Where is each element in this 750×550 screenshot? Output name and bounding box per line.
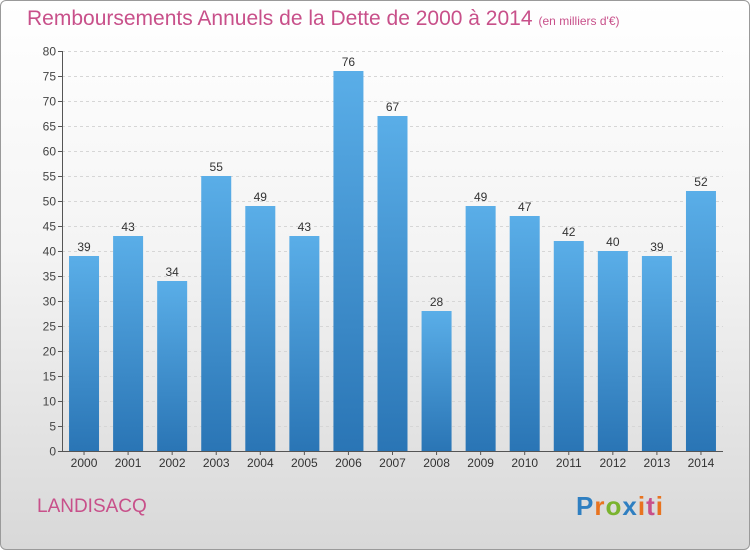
bar xyxy=(465,206,496,451)
logo-letter: i xyxy=(655,491,664,521)
bar xyxy=(685,191,716,451)
bar xyxy=(377,116,408,451)
bar xyxy=(113,236,144,451)
logo-letter: t xyxy=(646,491,656,521)
y-tick-label: 50 xyxy=(43,195,57,209)
x-tick-label: 2004 xyxy=(247,456,274,470)
y-tick-label: 5 xyxy=(49,420,56,434)
data-label: 47 xyxy=(518,200,532,214)
x-tick-label: 2005 xyxy=(291,456,318,470)
x-tick-label: 2014 xyxy=(688,456,715,470)
bar xyxy=(333,71,364,451)
x-tick-label: 2011 xyxy=(556,456,582,470)
logo-letter: x xyxy=(622,491,638,521)
data-label: 67 xyxy=(386,100,400,114)
bar xyxy=(245,206,276,451)
x-tick-label: 2003 xyxy=(203,456,230,470)
x-tick-label: 2007 xyxy=(379,456,406,470)
data-label: 39 xyxy=(77,240,91,254)
data-label: 39 xyxy=(650,240,664,254)
logo-letter: r xyxy=(594,491,606,521)
x-tick-label: 2002 xyxy=(159,456,186,470)
y-tick-label: 35 xyxy=(43,270,57,284)
bars xyxy=(69,71,716,451)
data-label: 43 xyxy=(121,220,135,234)
y-tick-label: 30 xyxy=(43,295,57,309)
bar xyxy=(421,311,452,451)
bar xyxy=(157,281,188,451)
bar xyxy=(597,251,628,451)
y-tick-label: 70 xyxy=(43,95,57,109)
chart-unit: (en milliers d'€) xyxy=(538,14,620,28)
data-label: 76 xyxy=(342,55,356,69)
x-tick-label: 2013 xyxy=(644,456,671,470)
data-label: 49 xyxy=(474,190,488,204)
bar xyxy=(553,241,584,451)
data-label: 52 xyxy=(694,175,708,189)
bar xyxy=(289,236,320,451)
bar xyxy=(201,176,232,451)
y-tick-label: 75 xyxy=(43,70,57,84)
bar xyxy=(509,216,540,451)
bar xyxy=(641,256,672,451)
x-tick-label: 2008 xyxy=(423,456,450,470)
data-label: 49 xyxy=(254,190,268,204)
y-tick-label: 10 xyxy=(43,395,57,409)
logo-letter: i xyxy=(637,491,647,521)
y-tick-label: 45 xyxy=(43,220,57,234)
chart-title-text: Remboursements Annuels de la Dette de 20… xyxy=(27,7,533,30)
data-label: 40 xyxy=(606,235,620,249)
data-label: 55 xyxy=(210,160,224,174)
proxiti-logo: Proxiti xyxy=(576,491,664,522)
y-tick-label: 60 xyxy=(43,145,57,159)
y-tick-label: 20 xyxy=(43,345,57,359)
data-label: 42 xyxy=(562,225,576,239)
chart-title: Remboursements Annuels de la Dette de 20… xyxy=(27,7,620,31)
commune-name: LANDISACQ xyxy=(37,496,147,517)
x-tick-label: 2012 xyxy=(599,456,626,470)
y-tick-label: 55 xyxy=(43,170,57,184)
x-tick-label: 2006 xyxy=(335,456,362,470)
axes: 0 5 10 15 20 25 30 35 40 45 50 55 60 65 70 75 80 2000 2001… xyxy=(43,45,723,470)
data-label: 28 xyxy=(430,295,444,309)
x-tick-label: 2009 xyxy=(467,456,494,470)
x-tick-label: 2000 xyxy=(71,456,98,470)
y-tick-label: 25 xyxy=(43,320,57,334)
y-tick-label: 65 xyxy=(43,120,57,134)
y-tick-label: 80 xyxy=(43,45,57,59)
y-tick-label: 15 xyxy=(43,370,57,384)
y-tick-label: 0 xyxy=(49,445,56,459)
x-tick-label: 2001 xyxy=(115,456,142,470)
y-tick-label: 40 xyxy=(43,245,57,259)
x-tick-label: 2010 xyxy=(511,456,538,470)
logo-letter: o xyxy=(605,491,623,521)
data-label: 43 xyxy=(298,220,312,234)
labels: 39 43 34 55 49 43 76 67 28 49 47 42 40 39 52 xyxy=(77,55,708,309)
data-label: 34 xyxy=(165,265,179,279)
logo-letter: P xyxy=(576,491,595,521)
bar xyxy=(69,256,100,451)
